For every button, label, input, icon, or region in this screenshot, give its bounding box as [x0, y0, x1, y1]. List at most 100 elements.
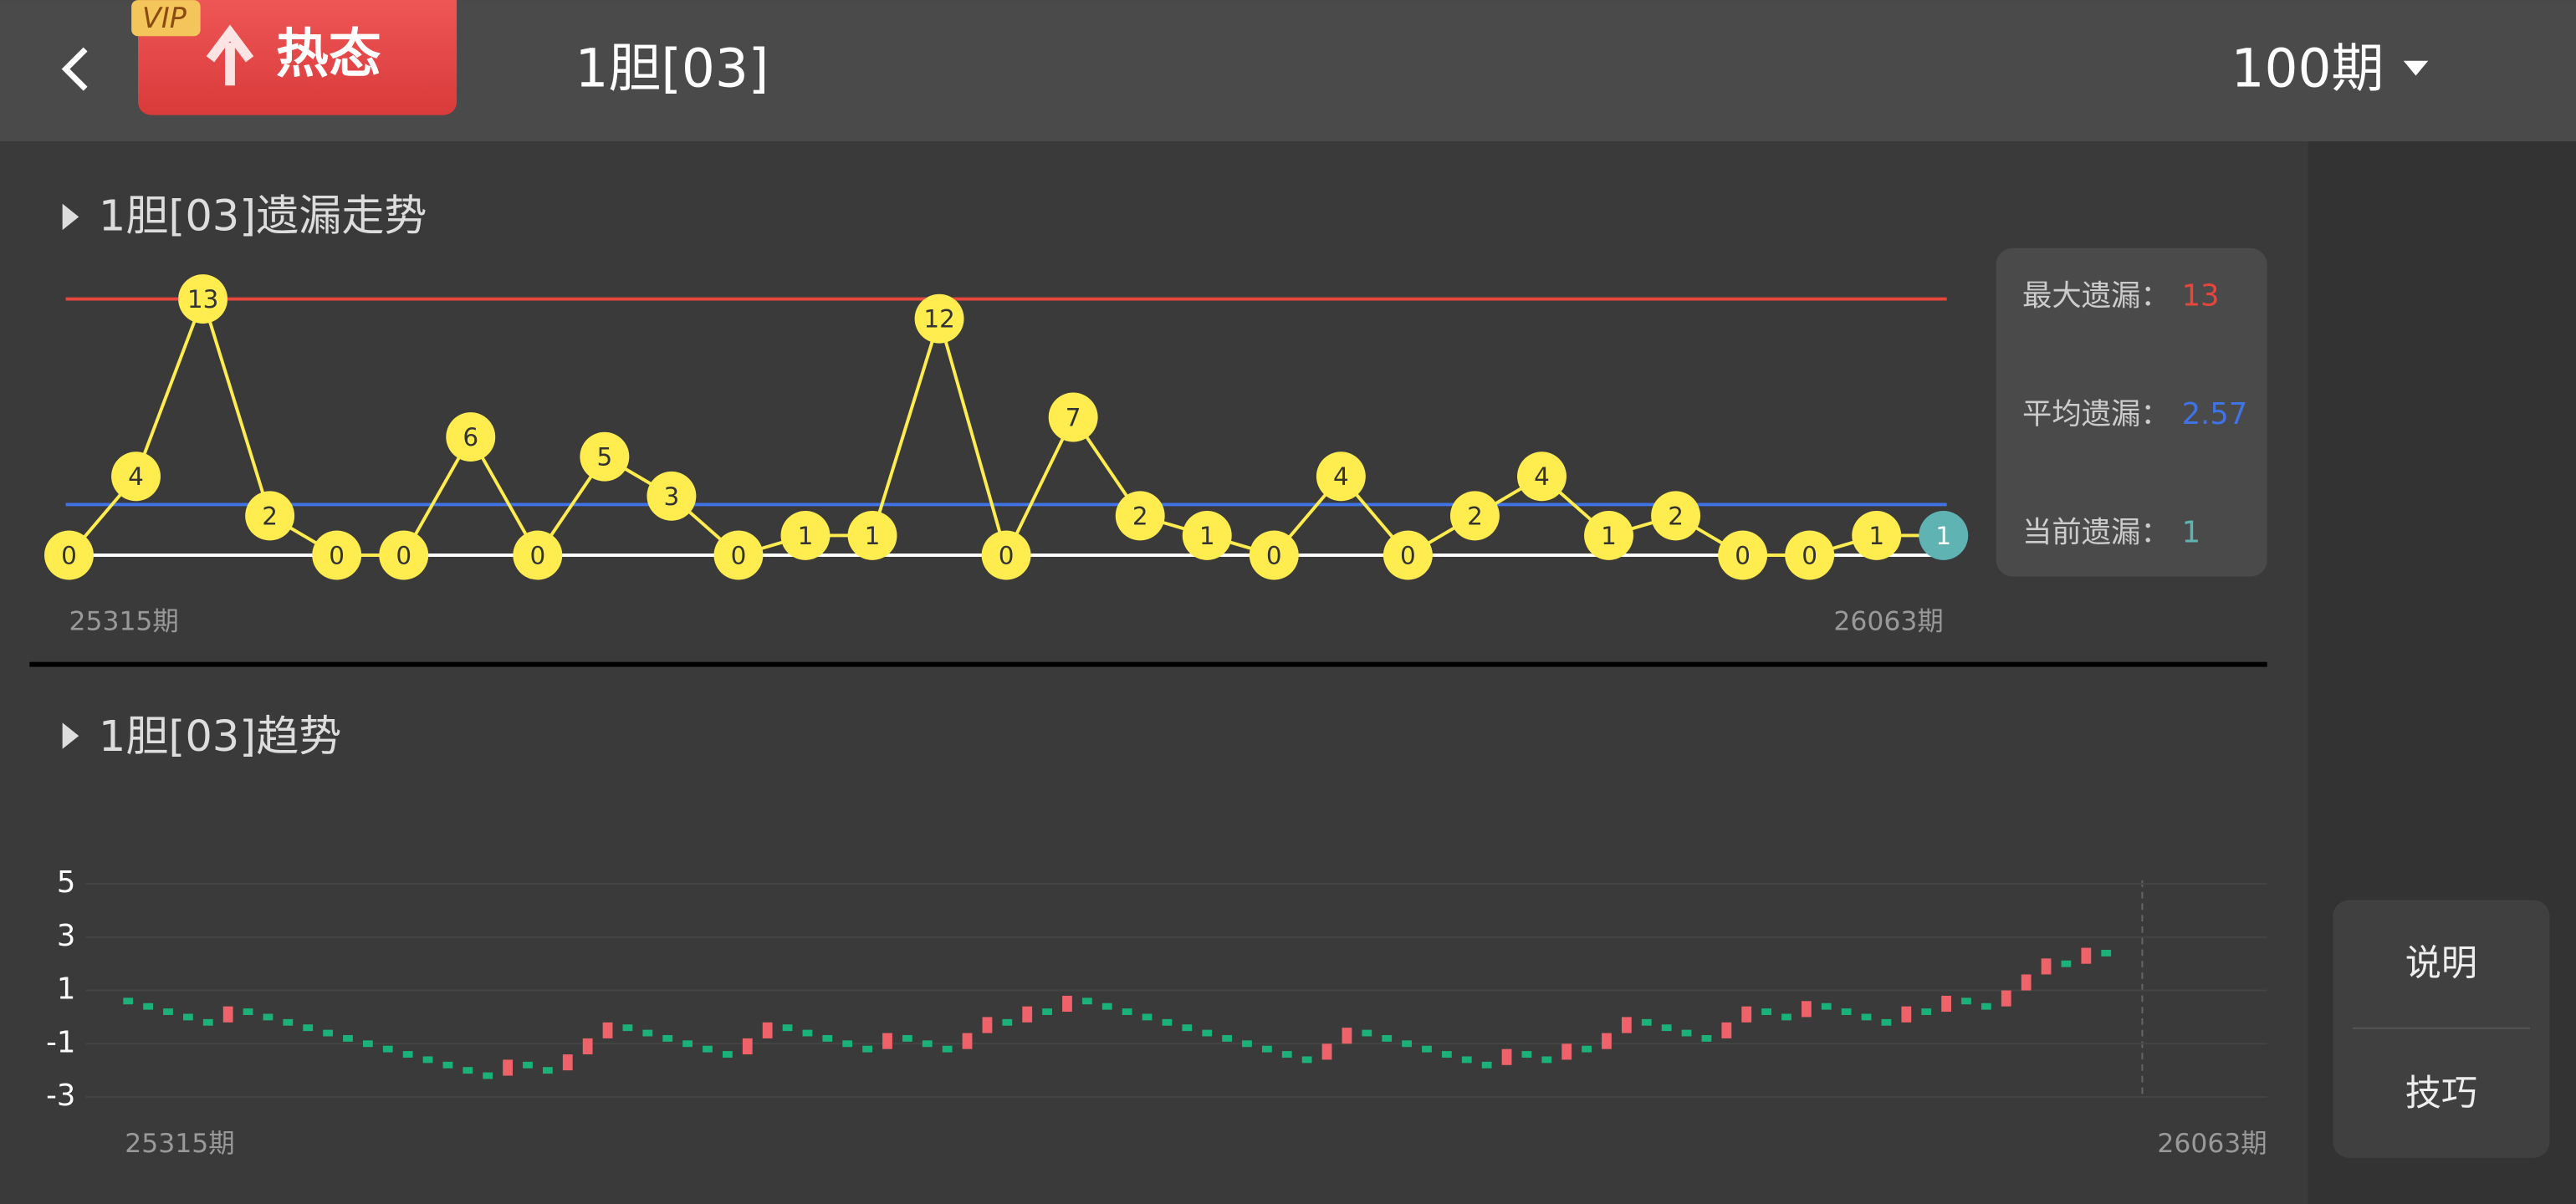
stat-label: 平均遗漏：	[2022, 397, 2170, 431]
tips-button[interactable]: 技巧	[2405, 1073, 2477, 1115]
up-bar	[2041, 958, 2052, 975]
point-label: 2	[1132, 502, 1148, 530]
down-dash	[902, 1034, 912, 1042]
y-tick-label: 1	[57, 972, 75, 1007]
section-title: 1胆[03]趋势	[99, 712, 341, 762]
miss-point	[1316, 452, 1366, 502]
down-dash	[1441, 1051, 1452, 1058]
stat-value: 1	[2182, 515, 2201, 549]
down-dash	[1261, 1045, 1272, 1053]
miss-point	[1584, 510, 1633, 560]
miss-point	[780, 510, 831, 560]
miss-point	[446, 412, 496, 462]
point-label: 0	[396, 541, 411, 569]
miss-point	[1383, 530, 1433, 580]
down-dash	[1881, 1018, 1892, 1026]
down-dash	[1681, 1029, 1692, 1037]
down-dash	[1961, 997, 1971, 1005]
stats-box	[1996, 247, 2267, 577]
stat-label: 当前遗漏：	[2022, 515, 2170, 549]
down-dash	[1081, 997, 1092, 1005]
explain-button[interactable]: 说明	[2405, 943, 2477, 985]
up-bar	[1062, 995, 1072, 1013]
miss-point	[312, 530, 362, 580]
down-dash	[722, 1051, 733, 1058]
down-dash	[163, 1008, 173, 1015]
down-dash	[283, 1018, 294, 1026]
up-bar	[1741, 1006, 1752, 1023]
miss-point	[1919, 510, 1969, 560]
point-label: 1	[865, 522, 881, 550]
down-dash	[1981, 1002, 1991, 1010]
down-dash	[422, 1056, 433, 1064]
period-select[interactable]: 100期	[2231, 38, 2429, 99]
down-dash	[822, 1034, 833, 1042]
miss-point	[847, 510, 897, 560]
point-label: 2	[1668, 502, 1684, 530]
up-bar	[2021, 974, 2032, 991]
point-label: 4	[1534, 462, 1550, 491]
down-dash	[2061, 960, 2072, 967]
down-dash	[1382, 1034, 1393, 1042]
point-label: 1	[1935, 522, 1951, 550]
down-dash	[642, 1029, 653, 1037]
miss-point	[1852, 510, 1902, 560]
down-dash	[303, 1024, 314, 1032]
point-label: 0	[999, 541, 1015, 569]
point-label: 1	[798, 522, 814, 550]
down-dash	[1042, 1008, 1052, 1015]
up-bar	[1721, 1022, 1732, 1038]
down-dash	[442, 1061, 453, 1069]
down-dash	[1162, 1018, 1173, 1026]
back-button[interactable]	[61, 47, 88, 91]
x-end-label: 26063期	[1833, 607, 1943, 637]
miss-point	[580, 431, 630, 482]
miss-point	[1115, 491, 1165, 541]
up-bar	[1561, 1043, 1572, 1060]
down-dash	[1541, 1056, 1552, 1064]
up-bar	[2001, 990, 2011, 1007]
miss-point	[1785, 530, 1835, 580]
down-dash	[1202, 1029, 1213, 1037]
vip-text: VIP	[142, 2, 187, 34]
point-label: 4	[1333, 462, 1349, 491]
down-dash	[1461, 1056, 1472, 1064]
down-dash	[1281, 1051, 1292, 1058]
hot-badge[interactable]: 热态 VIP	[131, 0, 457, 115]
up-bar	[882, 1033, 892, 1049]
down-dash	[323, 1029, 333, 1037]
miss-point	[1048, 392, 1098, 442]
down-dash	[703, 1045, 713, 1053]
down-dash	[1582, 1045, 1592, 1053]
point-label: 0	[731, 541, 747, 569]
up-bar	[1941, 995, 1951, 1013]
down-dash	[1701, 1034, 1712, 1042]
up-bar	[1901, 1006, 1912, 1023]
up-bar	[1501, 1048, 1512, 1065]
miss-point	[1182, 510, 1232, 560]
down-dash	[202, 1018, 213, 1026]
y-tick-label: -3	[46, 1079, 75, 1113]
section-arrow	[62, 203, 79, 231]
y-tick-label: -1	[46, 1025, 75, 1059]
y-tick-label: 5	[57, 865, 75, 900]
badge-text: 热态	[276, 23, 381, 84]
point-label: 0	[529, 541, 545, 569]
section-arrow	[62, 722, 79, 749]
point-label: 0	[1735, 541, 1751, 569]
down-dash	[1761, 1008, 1771, 1015]
down-dash	[123, 997, 134, 1005]
down-dash	[922, 1040, 933, 1048]
down-dash	[1921, 1008, 1932, 1015]
down-dash	[1122, 1008, 1132, 1015]
x-start-label: 25315期	[69, 607, 179, 637]
miss-point	[647, 471, 697, 521]
down-dash	[682, 1040, 693, 1048]
down-dash	[2101, 950, 2112, 957]
point-label: 3	[664, 482, 680, 511]
down-dash	[1402, 1040, 1412, 1048]
down-dash	[1841, 1008, 1852, 1015]
up-bar	[562, 1054, 573, 1071]
side-panel	[2333, 900, 2550, 1158]
